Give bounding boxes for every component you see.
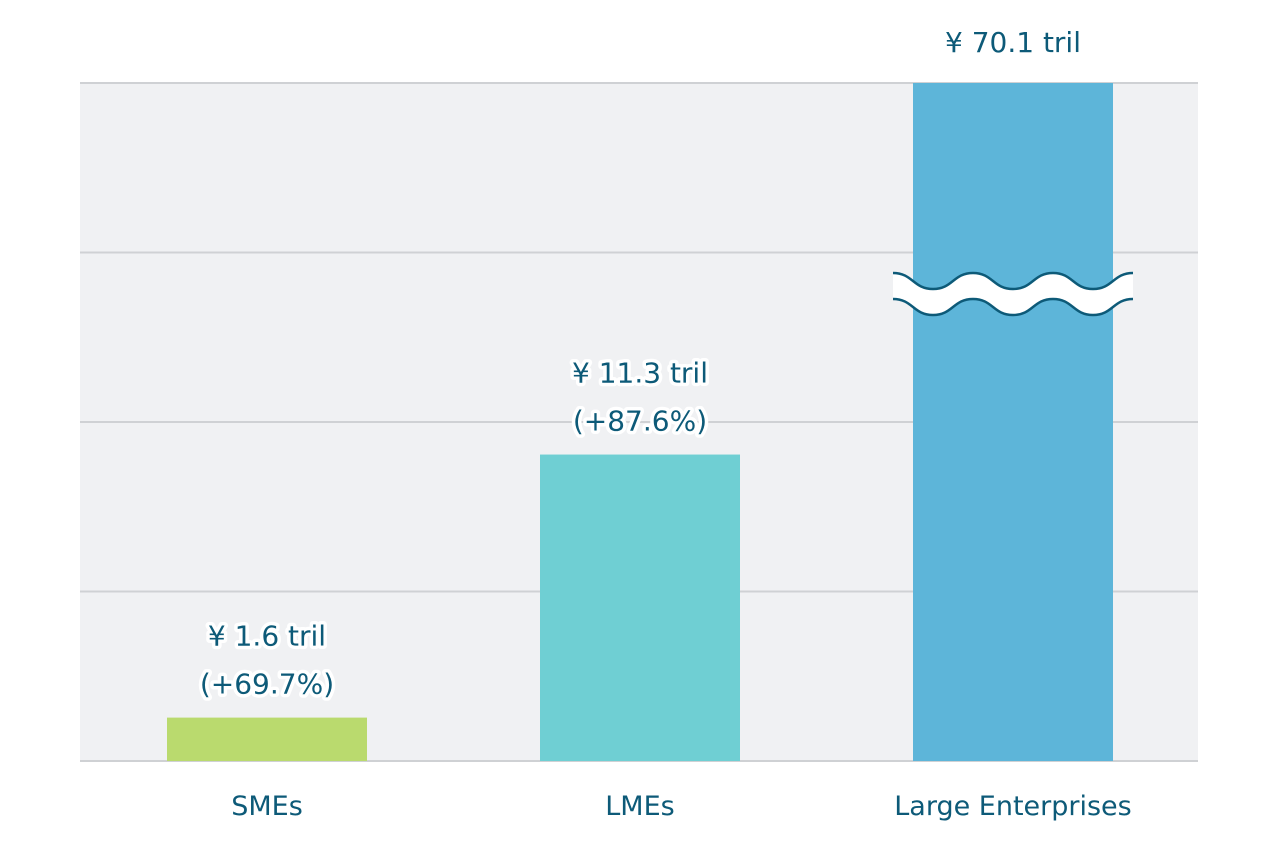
bar-large-enterprises: [913, 83, 1113, 761]
x-tick-label: SMEs: [231, 791, 303, 822]
value-label: ¥ 70.1 tril: [945, 26, 1081, 59]
axis-break-line-top: [892, 271, 1134, 291]
axis-break-line-bottom: [892, 297, 1134, 317]
x-tick-label: LMEs: [605, 791, 674, 822]
value-label: ¥ 11.3 tril: [572, 357, 708, 390]
bar-lmes: [540, 454, 740, 761]
value-label: ¥ 1.6 tril: [208, 620, 326, 653]
axis-break-band: [893, 273, 1133, 315]
bar-smes: [167, 717, 367, 761]
change-label: (+87.6%): [573, 405, 707, 438]
x-tick-label: Large Enterprises: [894, 791, 1132, 822]
change-label: (+69.7%): [200, 668, 334, 701]
